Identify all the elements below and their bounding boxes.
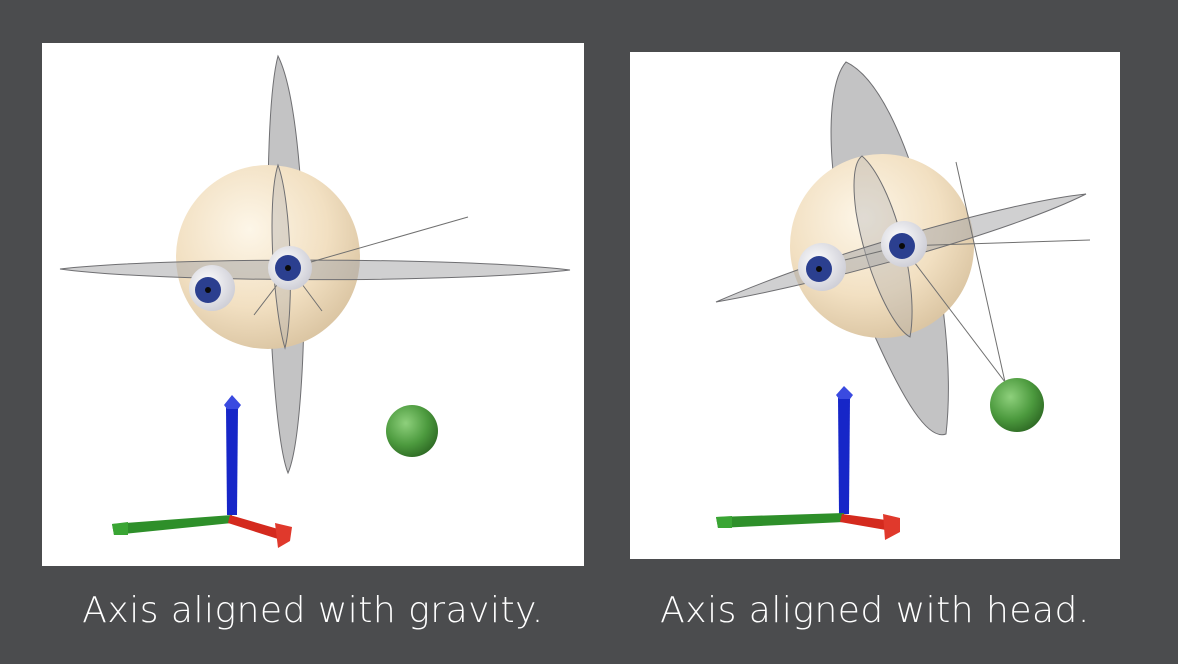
head-sphere — [176, 165, 360, 349]
head-aligned-render — [715, 61, 1091, 540]
y-axis-shaft — [716, 513, 844, 528]
y-axis-end — [716, 516, 732, 528]
z-axis-arrowhead — [224, 395, 241, 409]
x-axis-arrowhead — [883, 514, 900, 540]
left-pupil — [205, 287, 211, 293]
x-axis-shaft — [840, 514, 886, 530]
y-axis-shaft — [112, 515, 232, 535]
z-axis-arrowhead — [836, 386, 853, 399]
y-axis-end — [112, 522, 128, 535]
axis-triad — [716, 386, 900, 540]
gaze-line — [289, 216, 469, 269]
gravity-aligned-scene — [42, 43, 584, 566]
plane-edge-line — [955, 161, 1006, 383]
target-ball — [990, 378, 1044, 432]
z-axis-shaft — [226, 408, 238, 515]
head-aligned-scene — [630, 52, 1120, 559]
gaze-line — [901, 239, 1091, 247]
right-pupil — [899, 243, 905, 249]
x-axis-arrowhead — [275, 523, 292, 548]
right-pupil — [285, 265, 291, 271]
gravity-aligned-render — [59, 54, 571, 548]
horizontal-plane — [59, 259, 571, 281]
left-pupil — [816, 266, 822, 272]
z-axis-shaft — [838, 398, 850, 514]
left-caption: Axis aligned with gravity. — [82, 590, 544, 631]
right-caption: Axis aligned with head. — [660, 590, 1090, 631]
target-ball — [386, 405, 438, 457]
gaze-line-to-target — [901, 245, 1006, 383]
x-axis-shaft — [228, 515, 278, 539]
axis-triad — [112, 395, 292, 548]
